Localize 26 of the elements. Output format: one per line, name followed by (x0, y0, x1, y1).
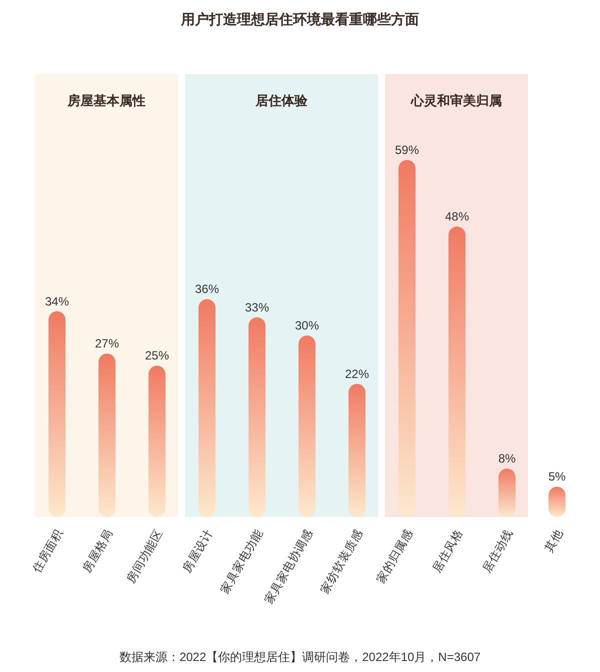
data-label: 8% (498, 452, 516, 466)
x-tick-label: 住房面积 (28, 526, 66, 576)
x-tick-label: 居住风格 (430, 527, 466, 576)
data-label: 27% (94, 336, 120, 351)
data-label: 5% (548, 470, 566, 484)
x-tick-label: 房屋格局 (79, 526, 116, 576)
source-note: 数据来源：2022【你的理想居住】调研问卷，2022年10月，N=3607 (119, 650, 481, 664)
data-label: 48% (444, 210, 470, 224)
x-tick-label: 其他 (542, 527, 566, 554)
data-label: 22% (344, 366, 370, 381)
data-label: 25% (144, 348, 170, 363)
data-label: 36% (194, 282, 220, 296)
x-tick-label: 家的归属感 (373, 526, 416, 586)
x-tick-label: 家具家电功能 (217, 526, 266, 596)
data-label: 59% (394, 143, 420, 157)
band-label: 居住体验 (254, 93, 308, 108)
chart-title: 用户打造理想居住环境最看重哪些方面 (180, 11, 419, 27)
band-label: 房屋基本属性 (66, 93, 146, 108)
x-tick-label: 居住动线 (480, 527, 516, 576)
band-label: 心灵和审美归属 (410, 93, 502, 108)
data-label: 30% (294, 318, 320, 332)
x-tick-label: 房间功能区 (123, 526, 166, 586)
x-tick-label: 房屋设计 (179, 526, 216, 576)
data-label: 33% (244, 300, 270, 314)
x-tick-label: 家纺软装质感 (317, 526, 366, 596)
data-label: 34% (44, 294, 70, 308)
